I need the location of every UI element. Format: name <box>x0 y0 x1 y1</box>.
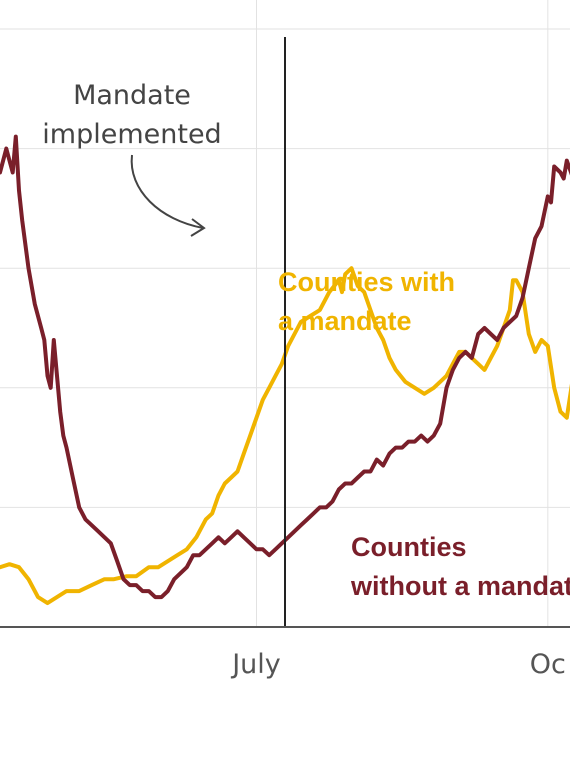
series-lines <box>0 134 570 606</box>
series-labels: Counties with a mandate Counties without… <box>278 267 570 601</box>
series-label-without-mandate-line-1: Counties <box>351 532 467 562</box>
x-tick-label: July <box>230 649 281 680</box>
series-label-with-mandate-line-2: a mandate <box>278 306 412 336</box>
x-axis-ticks: July Oc <box>230 649 566 680</box>
series-label-without-mandate-line-2: without a mandate <box>350 571 570 601</box>
mandate-annotation: Mandate implemented <box>42 80 222 237</box>
annotation-arrowhead-icon <box>190 218 206 237</box>
series-line-without-mandate <box>0 134 570 600</box>
series-label-with-mandate-line-1: Counties with <box>278 267 455 297</box>
mandate-label-line-1: Mandate <box>73 80 191 111</box>
mandate-label-line-2: implemented <box>42 119 221 150</box>
series-line-with-mandate <box>0 266 570 606</box>
x-tick-label: Oc <box>530 649 566 680</box>
gridlines <box>0 0 570 627</box>
annotation-arrow-icon <box>130 154 204 229</box>
